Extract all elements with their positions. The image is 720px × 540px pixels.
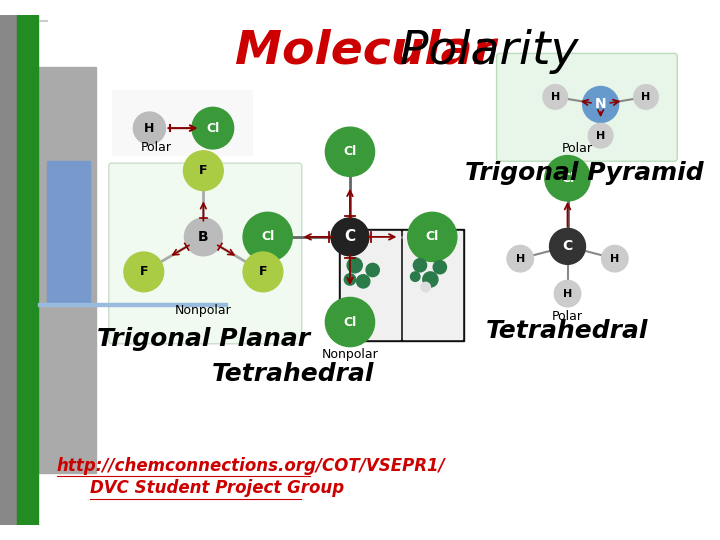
Bar: [17, 15, 38, 525]
Circle shape: [124, 252, 163, 292]
Bar: [403, 231, 462, 339]
Circle shape: [634, 85, 658, 109]
Bar: [48, 161, 90, 303]
Text: C: C: [562, 239, 572, 253]
Circle shape: [582, 86, 618, 123]
Text: H: H: [610, 254, 619, 264]
Circle shape: [184, 151, 223, 191]
Text: B: B: [198, 230, 209, 244]
Circle shape: [433, 260, 446, 274]
Circle shape: [421, 282, 431, 292]
Circle shape: [554, 280, 581, 307]
Text: Molecular: Molecular: [235, 29, 495, 74]
Text: Tetrahedral: Tetrahedral: [212, 362, 374, 386]
Text: Cl: Cl: [426, 231, 439, 244]
Circle shape: [602, 245, 628, 272]
Bar: [0, 15, 17, 525]
Circle shape: [423, 272, 438, 287]
Bar: [38, 303, 227, 306]
Text: H: H: [563, 289, 572, 299]
Text: http://chemconnections.org/COT/VSEPR1/: http://chemconnections.org/COT/VSEPR1/: [57, 457, 446, 475]
Circle shape: [366, 264, 379, 276]
Text: H: H: [551, 92, 560, 102]
Text: H: H: [596, 131, 606, 141]
Text: F: F: [199, 164, 207, 177]
Text: Cl: Cl: [206, 122, 220, 134]
Circle shape: [331, 218, 369, 256]
Text: N: N: [595, 98, 606, 111]
Circle shape: [344, 274, 356, 285]
Circle shape: [408, 212, 457, 261]
Circle shape: [325, 298, 374, 347]
Text: Polarity: Polarity: [385, 29, 578, 74]
Text: Nonpolar: Nonpolar: [175, 305, 232, 318]
Bar: [338, 230, 464, 341]
Circle shape: [243, 212, 292, 261]
Circle shape: [549, 228, 585, 264]
FancyBboxPatch shape: [497, 53, 678, 161]
Circle shape: [507, 245, 534, 272]
Text: Polar: Polar: [140, 140, 171, 154]
Text: C: C: [344, 230, 356, 245]
Circle shape: [356, 275, 370, 288]
Circle shape: [133, 112, 166, 144]
Circle shape: [243, 252, 283, 292]
Text: Nonpolar: Nonpolar: [322, 348, 378, 361]
Text: Cl: Cl: [261, 231, 274, 244]
Text: Trigonal Planar: Trigonal Planar: [96, 327, 310, 351]
Circle shape: [184, 218, 222, 256]
Bar: [341, 231, 400, 339]
Circle shape: [347, 258, 362, 273]
Bar: [112, 90, 253, 157]
Text: Polar: Polar: [552, 310, 583, 323]
Circle shape: [545, 156, 590, 201]
Circle shape: [410, 272, 420, 281]
Text: H: H: [642, 92, 651, 102]
FancyBboxPatch shape: [109, 163, 302, 344]
Text: F: F: [140, 265, 148, 279]
Circle shape: [325, 127, 374, 177]
Text: Cl: Cl: [561, 172, 574, 185]
Circle shape: [588, 123, 613, 148]
Text: Tetrahedral: Tetrahedral: [486, 319, 649, 343]
Bar: [38, 66, 96, 474]
Text: Polar: Polar: [562, 141, 593, 154]
Circle shape: [543, 85, 567, 109]
Text: DVC Student Project Group: DVC Student Project Group: [90, 479, 344, 497]
Text: H: H: [144, 122, 155, 134]
Text: Trigonal Pyramid: Trigonal Pyramid: [465, 161, 704, 185]
Circle shape: [413, 259, 426, 272]
Text: H: H: [516, 254, 525, 264]
Text: Cl: Cl: [343, 145, 356, 158]
Text: Cl: Cl: [343, 315, 356, 328]
Text: F: F: [258, 265, 267, 279]
Circle shape: [192, 107, 233, 149]
